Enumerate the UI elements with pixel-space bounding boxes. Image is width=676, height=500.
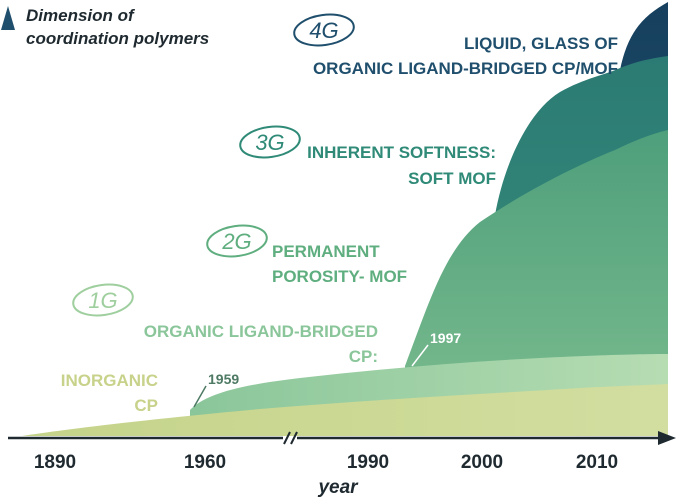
badge-2g [206, 224, 268, 258]
generation-4g: 4G LIQUID, GLASS OF ORGANIC LIGAND-BRIDG… [293, 13, 618, 78]
badge-1g [72, 283, 134, 317]
svg-text:CP: CP [134, 396, 158, 415]
tick-1960: 1960 [184, 452, 226, 473]
label-3g-line2: SOFT MOF [408, 169, 496, 188]
generation-2g: 2G PERMANENT POROSITY- MOF [206, 224, 407, 286]
band-inorganic [22, 384, 668, 436]
y-axis-title-line1: Dimension of [26, 6, 136, 25]
annotation-1959: 1959 [193, 371, 239, 408]
svg-text:1997: 1997 [430, 330, 461, 346]
badge-4g-text: 4G [309, 18, 338, 43]
badge-2g-text: 2G [221, 229, 251, 254]
tick-2000: 2000 [461, 452, 503, 473]
x-axis-arrow [658, 431, 676, 445]
tick-1890: 1890 [34, 452, 76, 473]
label-inorganic-cp: INORGANIC CP [61, 371, 158, 415]
svg-text:1959: 1959 [208, 371, 239, 387]
label-3g-line1: INHERENT SOFTNESS: [307, 143, 496, 162]
badge-3g-text: 3G [255, 130, 284, 155]
y-axis-arrow [1, 6, 15, 30]
badge-1g-text: 1G [88, 288, 117, 313]
label-1g-line1: ORGANIC LIGAND-BRIDGED [144, 322, 378, 341]
badge-4g [293, 13, 355, 47]
tick-2010: 2010 [576, 452, 618, 473]
generation-3g: 3G INHERENT SOFTNESS: SOFT MOF [239, 125, 496, 188]
label-4g-line1: LIQUID, GLASS OF [464, 34, 618, 53]
generation-1g: 1G ORGANIC LIGAND-BRIDGED CP: [72, 283, 378, 366]
tick-1990: 1990 [347, 452, 389, 473]
axis-break-mark [283, 431, 298, 445]
annotation-1997: 1997 [411, 330, 461, 367]
label-2g-line1: PERMANENT [272, 242, 380, 261]
label-1g-line2: CP: [349, 347, 378, 366]
label-4g-line2: ORGANIC LIGAND-BRIDGED CP/MOF [313, 59, 618, 78]
label-2g-line2: POROSITY- MOF [272, 267, 407, 286]
y-axis-title-line2: coordination polymers [26, 29, 209, 48]
badge-3g [239, 125, 301, 159]
x-axis-title: year [317, 477, 359, 498]
svg-text:INORGANIC: INORGANIC [61, 371, 158, 390]
